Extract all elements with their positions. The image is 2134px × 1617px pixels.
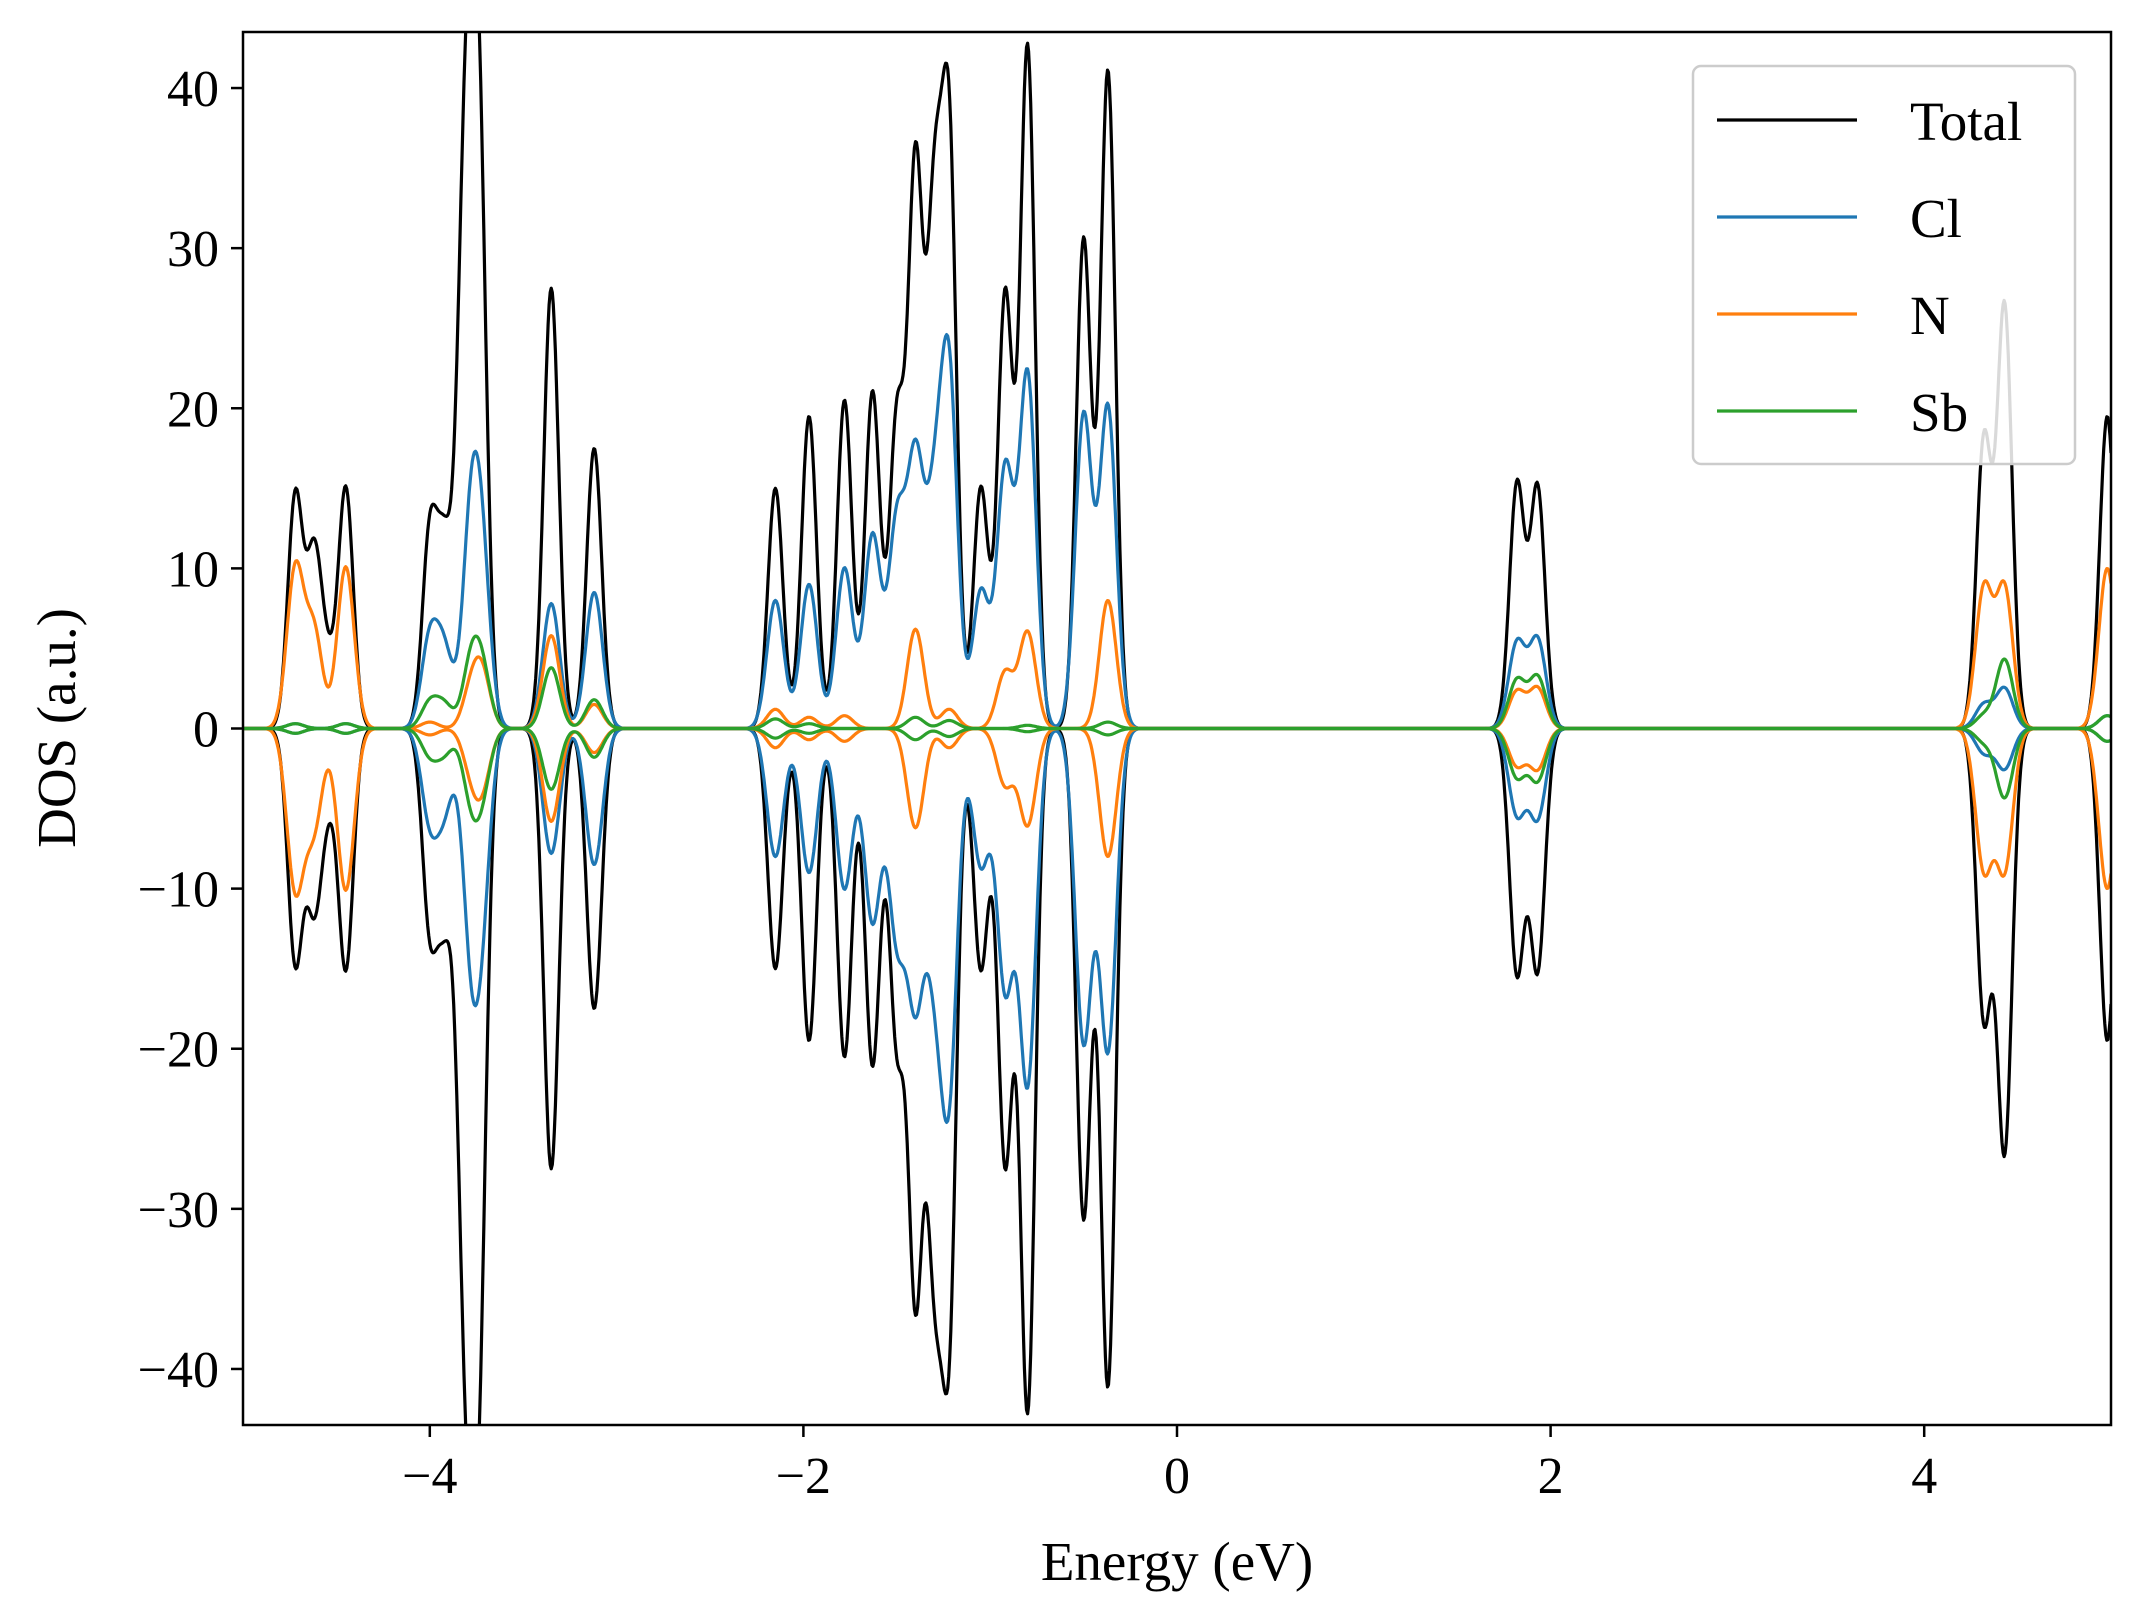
- y-tick-label: 10: [167, 541, 219, 598]
- legend-box: [1691, 64, 2077, 466]
- x-axis-label: Energy (eV): [1041, 1531, 1313, 1592]
- legend: Total Cl N Sb: [1691, 64, 2077, 466]
- y-tick-label: 20: [167, 381, 219, 438]
- y-tick-label: 30: [167, 221, 219, 278]
- x-tick-label: 0: [1164, 1448, 1190, 1505]
- y-tick-label: −30: [138, 1182, 219, 1239]
- y-tick-label: −40: [138, 1342, 219, 1399]
- series-layer: [243, 32, 2111, 1425]
- y-axis: 40 30 20 10 0 −10 −20 −30 −40: [138, 61, 243, 1399]
- legend-label-sb: Sb: [1910, 382, 1968, 443]
- x-tick-label: 2: [1538, 1448, 1564, 1505]
- series-line-sb-down: [243, 726, 2111, 823]
- x-axis: −4 −2 0 2 4: [402, 1425, 1937, 1505]
- legend-label-total: Total: [1910, 91, 2022, 152]
- x-tick-label: −4: [402, 1448, 457, 1505]
- legend-label-cl: Cl: [1910, 188, 1962, 249]
- y-tick-label: 40: [167, 61, 219, 118]
- y-tick-label: −20: [138, 1022, 219, 1079]
- x-tick-label: −2: [776, 1448, 831, 1505]
- y-axis-label: DOS (a.u.): [26, 608, 87, 848]
- y-tick-label: 0: [193, 702, 219, 759]
- y-tick-label: −10: [138, 862, 219, 919]
- legend-label-n: N: [1910, 285, 1950, 346]
- x-tick-label: 4: [1911, 1448, 1937, 1505]
